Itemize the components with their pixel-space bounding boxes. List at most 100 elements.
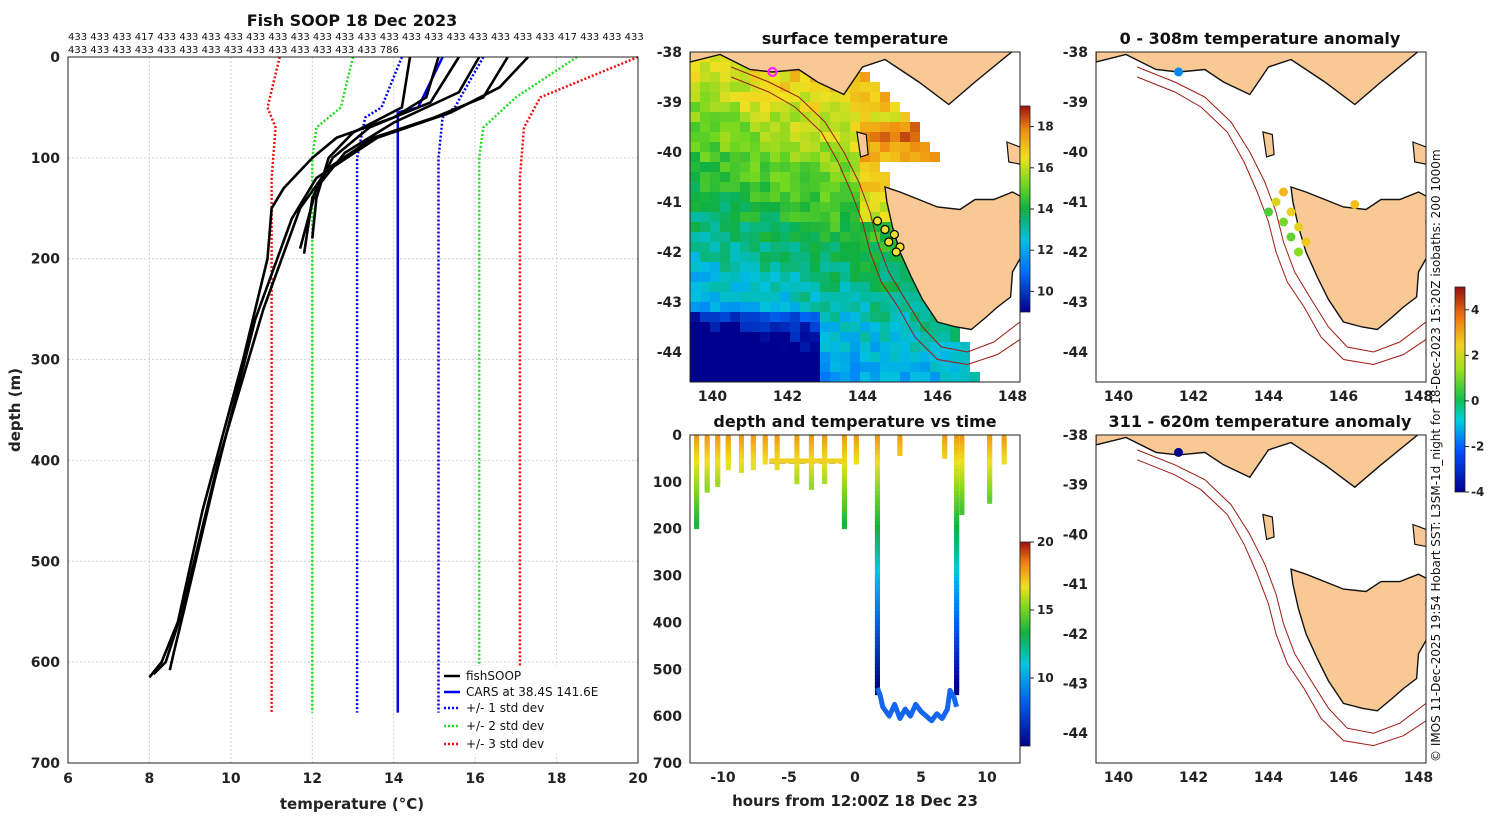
tasmania-shape xyxy=(884,185,1020,331)
sst-cell xyxy=(690,252,700,262)
sst-cell xyxy=(830,132,840,142)
profile-lines xyxy=(148,55,639,713)
sst-cell xyxy=(890,112,900,122)
time-colorbar-label: 15 xyxy=(1037,603,1054,617)
sst-cell xyxy=(850,272,860,282)
sst-cell xyxy=(750,312,760,322)
sst-cell xyxy=(700,182,710,192)
anomaly-lower-xtick: 146 xyxy=(1329,770,1358,786)
anomaly-colorbar-label: -4 xyxy=(1471,485,1484,499)
king-island-shape xyxy=(1262,131,1275,158)
sst-cell xyxy=(710,62,720,72)
sst-cell xyxy=(810,92,820,102)
sst-cell xyxy=(800,242,810,252)
sst-cell xyxy=(800,212,810,222)
sst-cell xyxy=(710,342,720,352)
time-ytick: 200 xyxy=(653,522,682,538)
sst-cell xyxy=(760,352,770,362)
sst-cell xyxy=(790,222,800,232)
sst-cell xyxy=(690,72,700,82)
sst-cell xyxy=(790,342,800,352)
sst-cell xyxy=(860,82,870,92)
sst-cell xyxy=(720,62,730,72)
anomaly-upper-ytick: -39 xyxy=(1063,95,1088,111)
cars-line xyxy=(396,56,444,713)
sst-cell xyxy=(890,272,900,282)
sst-cell xyxy=(880,202,890,212)
shallow-drop-segment xyxy=(897,449,903,457)
sst-cell xyxy=(900,352,910,362)
sst-cell xyxy=(870,222,880,232)
sst-cell xyxy=(730,162,740,172)
sst-cell xyxy=(760,232,770,242)
anomaly-upper-ticks: 140 142 144 146 148 -38 -39 -40 -41 -42 -43 -44 xyxy=(1063,45,1433,405)
profile-xlabel: temperature (°C) xyxy=(280,795,424,813)
anomaly-upper-point xyxy=(1294,247,1303,257)
time-ytick: 700 xyxy=(653,756,682,772)
sst-cell xyxy=(760,132,770,142)
sst-cell xyxy=(770,292,780,302)
sst-cell xyxy=(850,152,860,162)
sst-cell xyxy=(750,232,760,242)
sst-cell xyxy=(860,222,870,232)
sst-cell xyxy=(770,332,780,342)
sst-cell xyxy=(780,92,790,102)
time-ytick: 600 xyxy=(653,709,682,725)
sst-cell xyxy=(860,122,870,132)
sst-cell xyxy=(870,142,880,152)
sst-cell xyxy=(740,192,750,202)
anomaly-upper-xtick: 146 xyxy=(1329,389,1358,405)
sst-cell xyxy=(880,122,890,132)
sst-cell xyxy=(850,262,860,272)
surface-ytick: -41 xyxy=(657,195,682,211)
sst-cell xyxy=(870,292,880,302)
time-xlabel: hours from 12:00Z 18 Dec 23 xyxy=(732,792,978,810)
sst-cell xyxy=(800,322,810,332)
sst-cell xyxy=(800,102,810,112)
sst-cell xyxy=(800,252,810,262)
sst-cell xyxy=(940,332,950,342)
sst-cell xyxy=(810,132,820,142)
sst-cell xyxy=(720,182,730,192)
sst-cell xyxy=(750,92,760,102)
sst-cell xyxy=(750,222,760,232)
sst-cell xyxy=(800,332,810,342)
sst-cell xyxy=(870,252,880,262)
sst-cell xyxy=(760,212,770,222)
sst-cell xyxy=(750,252,760,262)
sst-cell xyxy=(750,282,760,292)
profile-xtick: 12 xyxy=(303,771,322,787)
sst-cell xyxy=(910,152,920,162)
sst-cell xyxy=(810,272,820,282)
sst-cell xyxy=(860,112,870,122)
sst-cell xyxy=(750,202,760,212)
sst-cell xyxy=(700,332,710,342)
sst-cell xyxy=(870,322,880,332)
sst-cell xyxy=(860,292,870,302)
sst-cell xyxy=(770,232,780,242)
anomaly-upper-ytick: -43 xyxy=(1063,295,1088,311)
sst-cell xyxy=(870,112,880,122)
sst-cell xyxy=(700,92,710,102)
shallow-drop-segment xyxy=(694,522,700,530)
profile-ytick: 700 xyxy=(31,756,60,772)
sst-cell xyxy=(780,212,790,222)
sst-cell xyxy=(710,182,720,192)
sst-cell xyxy=(810,262,820,272)
surface-xtick: 144 xyxy=(848,389,877,405)
sst-cell xyxy=(800,202,810,212)
sst-cell xyxy=(770,202,780,212)
time-ytick: 400 xyxy=(653,615,682,631)
time-ytick: 500 xyxy=(653,662,682,678)
sst-cell xyxy=(750,112,760,122)
sst-cell xyxy=(770,162,780,172)
sst-cell xyxy=(850,352,860,362)
sst-cell xyxy=(730,62,740,72)
sst-cell xyxy=(870,232,880,242)
sst-cell xyxy=(850,332,860,342)
time-colorbar xyxy=(1019,541,1031,747)
time-colorbar-label: 20 xyxy=(1037,535,1054,549)
sst-cell xyxy=(770,252,780,262)
sst-cell xyxy=(780,272,790,282)
sst-cell xyxy=(890,322,900,332)
